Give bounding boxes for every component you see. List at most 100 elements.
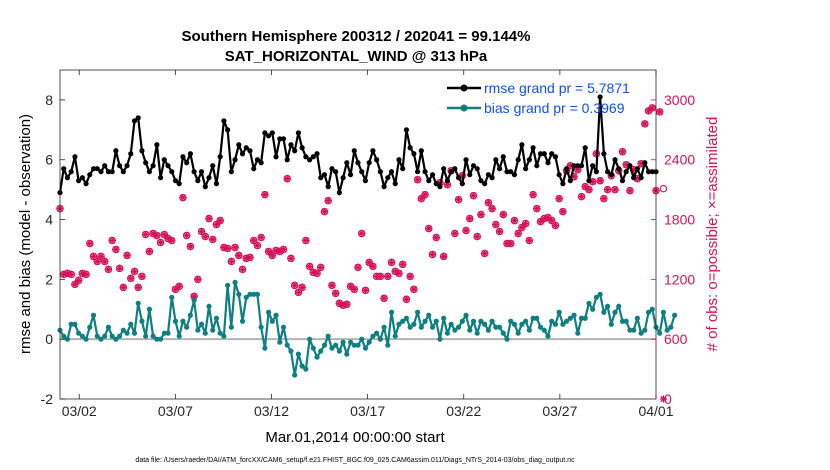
bias-point: [213, 315, 220, 321]
obs-assimilated-point: [101, 257, 109, 266]
left-y-tick-label: 4: [45, 212, 53, 228]
obs-assimilated-point: [596, 177, 604, 185]
obs-assimilated-point: [123, 251, 131, 260]
obs-assimilated-point: [495, 227, 504, 236]
bias-point: [590, 306, 596, 312]
legend: rmse grand pr = 5.7871 bias grand pr = 0…: [447, 80, 630, 116]
rmse-point: [545, 160, 551, 166]
rmse-point: [120, 169, 126, 175]
x-axis-label: Mar.01,2014 00:00:00 start: [265, 429, 445, 446]
obs-assimilated-point: [522, 219, 530, 228]
obs-assimilated-point: [261, 191, 269, 199]
rmse-point: [634, 166, 640, 172]
data-file-footer: data file: /Users/raeder/DAI/ATM_forcXX/…: [135, 457, 575, 464]
obs-assimilated-point: [130, 267, 139, 275]
obs-assimilated-point: [432, 233, 440, 242]
bias-point: [564, 318, 570, 324]
rmse-point: [184, 160, 190, 166]
bias-point: [280, 324, 287, 330]
obs-assimilated-point: [406, 272, 414, 280]
left-y-tick-label: 8: [45, 92, 53, 108]
bias-point: [459, 318, 465, 324]
bias-point: [262, 345, 268, 351]
obs-assimilated-point: [328, 281, 336, 289]
obs-assimilated-point: [298, 283, 306, 291]
rmse-point: [124, 163, 130, 169]
rmse-point: [511, 172, 518, 178]
rmse-point: [567, 178, 573, 184]
rmse-point: [418, 148, 424, 154]
bias-point: [325, 333, 331, 339]
bias-point: [515, 330, 521, 336]
obs-assimilated-point: [302, 236, 310, 245]
bias-point: [362, 345, 369, 351]
bias-point: [232, 279, 238, 285]
rmse-point: [251, 166, 257, 172]
obs-assimilated-point: [305, 262, 314, 271]
rmse-point: [500, 154, 506, 160]
obs-assimilated-point: [477, 210, 485, 219]
chart-subtitle: SAT_HORIZONTAL_WIND @ 313 hPa: [225, 48, 488, 65]
bias-point: [448, 321, 454, 327]
bias-point: [243, 294, 249, 300]
bias-point: [83, 336, 89, 342]
rmse-point: [344, 160, 350, 166]
obs-assimilated-point: [443, 181, 451, 189]
bias-point: [206, 303, 212, 309]
rmse-point: [578, 163, 585, 169]
right-y-axis-label: # of obs: o=possible; ×=assimilated: [704, 117, 721, 352]
right-y-axis: 0 600 1200 1800 2400 3000: [651, 92, 695, 407]
bias-point: [672, 312, 678, 318]
bias-point: [385, 342, 391, 348]
bias-point: [79, 333, 85, 339]
obs-assimilated-point: [533, 204, 541, 213]
obs-assimilated-point: [156, 238, 165, 247]
rmse-point: [172, 178, 179, 184]
bias-point: [429, 324, 436, 330]
bias-point: [333, 342, 339, 348]
rmse-point: [280, 136, 287, 142]
rmse-point: [72, 154, 78, 160]
bias-point: [295, 351, 301, 357]
rmse-point: [541, 151, 547, 157]
bias-point: [433, 318, 439, 324]
obs-assimilated-point: [138, 272, 146, 280]
bias-point: [336, 348, 342, 354]
rmse-point: [575, 163, 581, 169]
rmse-point: [366, 160, 372, 166]
bias-point: [359, 336, 365, 342]
bias-point: [415, 309, 421, 315]
bias-point: [306, 336, 313, 342]
bias-point: [664, 327, 670, 333]
rmse-point: [649, 169, 655, 175]
bias-point: [578, 315, 585, 321]
rmse-point: [485, 172, 491, 178]
x-tick-label: 03/22: [446, 403, 481, 419]
bias-point: [254, 291, 261, 297]
bias-point: [452, 327, 458, 333]
rmse-point: [314, 151, 320, 157]
obs-assimilated-point: [201, 232, 209, 241]
obs-assimilated-point: [320, 207, 329, 216]
rmse-point: [187, 151, 193, 157]
bias-point: [236, 291, 242, 297]
rmse-point: [225, 127, 231, 133]
obs-assimilated-point: [186, 242, 194, 251]
rmse-point: [202, 184, 208, 190]
rmse-point: [68, 169, 74, 175]
x-axis: 03/02 03/07 03/12 03/17 03/22 03/27 04/01: [62, 70, 674, 419]
rmse-point: [180, 154, 186, 160]
obs-assimilated-point: [67, 270, 75, 278]
bias-point: [191, 297, 197, 303]
obs-assimilated-point: [82, 270, 90, 278]
bias-point: [534, 315, 540, 321]
rmse-point: [113, 148, 119, 154]
bias-point: [210, 327, 216, 333]
bias-point: [478, 318, 484, 324]
obs-assimilated-point: [514, 229, 522, 238]
obs-assimilated-point: [216, 216, 224, 225]
rmse-point: [154, 142, 160, 148]
bias-point: [560, 321, 566, 327]
obs-assimilated-point: [224, 244, 232, 253]
chart-title: Southern Hemisphere 200312 / 202041 = 99…: [182, 28, 531, 45]
